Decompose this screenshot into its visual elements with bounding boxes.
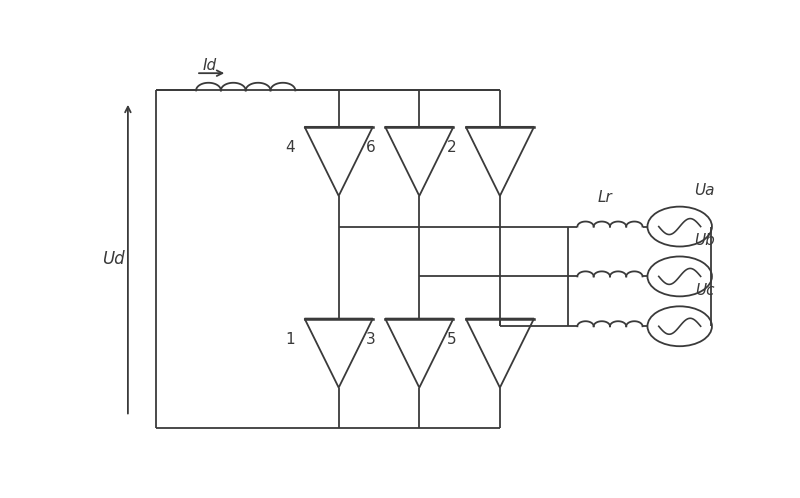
Text: Id: Id — [202, 58, 217, 73]
Text: Ua: Ua — [694, 183, 714, 198]
Text: 6: 6 — [366, 140, 376, 155]
Text: Ud: Ud — [102, 250, 125, 268]
Text: 3: 3 — [366, 332, 376, 347]
Text: 4: 4 — [286, 140, 295, 155]
Text: 5: 5 — [447, 332, 457, 347]
Text: 2: 2 — [447, 140, 457, 155]
Text: Uc: Uc — [694, 282, 714, 297]
Text: 1: 1 — [286, 332, 295, 347]
Text: Lr: Lr — [598, 190, 613, 206]
Text: Ub: Ub — [694, 233, 715, 248]
